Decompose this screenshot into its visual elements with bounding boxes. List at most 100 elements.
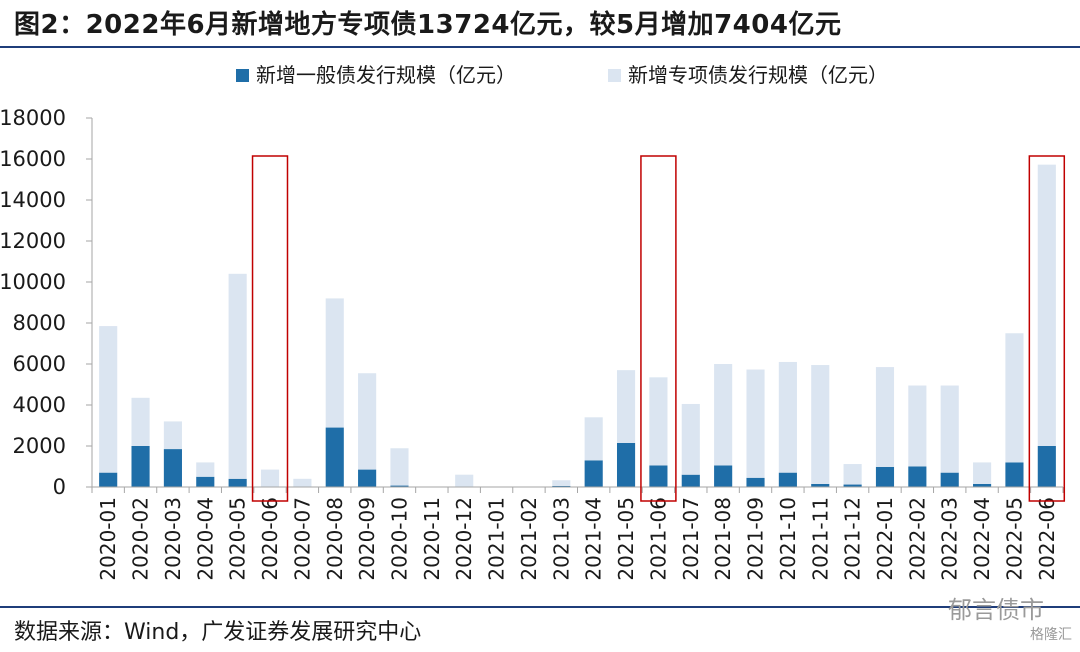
- bar-special-2021-08: [714, 364, 733, 466]
- y-tick-label: 0: [53, 475, 66, 499]
- bar-special-2020-02: [131, 397, 150, 446]
- highlight-box-2021-06: [640, 155, 677, 502]
- bar-special-2022-06: [1037, 164, 1056, 446]
- bar-special-2020-10: [390, 448, 409, 486]
- bar-special-2021-09: [746, 369, 765, 478]
- x-tick-label: 2020-04: [193, 497, 217, 581]
- bar-general-2020-10: [390, 485, 409, 487]
- y-tick-label: 18000: [0, 106, 66, 130]
- x-axis: 2020-01 2020-02 2020-03 2020-04 2020-05 2020-…: [91, 486, 1064, 581]
- source-note: 数据来源：Wind，广发证券发展研究中心: [14, 620, 422, 645]
- bar-general-2020-01: [99, 472, 118, 487]
- x-tick-label: 2022-04: [970, 497, 994, 581]
- y-tick-label: 6000: [13, 352, 66, 376]
- x-tick-label: 2021-10: [776, 497, 800, 581]
- bar-general-2021-04: [584, 460, 603, 487]
- x-tick-label: 2022-01: [873, 497, 897, 581]
- bar-special-2021-06: [649, 377, 668, 466]
- x-tick-label: 2020-12: [452, 497, 476, 581]
- bar-general-2021-11: [811, 483, 830, 487]
- bar-general-2021-03: [552, 485, 571, 487]
- x-tick-label: 2020-01: [96, 497, 120, 581]
- bar-general-2021-10: [778, 472, 797, 487]
- bar-general-2022-06: [1037, 446, 1056, 487]
- bar-special-2020-04: [196, 462, 215, 477]
- bar-general-2020-09: [358, 469, 377, 487]
- x-tick-label: 2021-04: [582, 497, 606, 581]
- x-tick-label: 2020-06: [258, 497, 282, 581]
- y-tick-label: 2000: [13, 434, 66, 458]
- x-tick-label: 2021-12: [841, 497, 865, 581]
- highlight-box-2020-06: [251, 155, 289, 502]
- y-tick-label: 12000: [0, 229, 66, 253]
- x-tick-label: 2021-09: [744, 497, 768, 581]
- highlight-boxes: [251, 155, 1066, 502]
- bar-general-2020-08: [325, 427, 344, 487]
- x-tick-label: 2021-07: [679, 497, 703, 581]
- bar-special-2020-08: [325, 298, 344, 428]
- bar-general-2021-06: [649, 465, 668, 487]
- title-rule: [0, 46, 1080, 48]
- legend-label-1: 新增一般债发行规模（亿元）: [256, 63, 516, 87]
- bar-general-2022-01: [875, 466, 895, 487]
- bar-general-2020-05: [228, 478, 247, 487]
- bar-special-2020-01: [99, 326, 118, 473]
- x-tick-label: 2020-07: [290, 497, 314, 581]
- x-tick-label: 2021-06: [646, 497, 670, 581]
- y-tick-label: 16000: [0, 147, 66, 171]
- bar-general-2021-07: [681, 474, 700, 487]
- x-tick-label: 2021-05: [614, 497, 638, 581]
- bar-general-2020-04: [196, 476, 215, 487]
- x-tick-label: 2021-02: [517, 497, 541, 581]
- bar-special-2021-04: [584, 417, 603, 461]
- x-tick-label: 2020-02: [129, 497, 153, 581]
- bar-special-2022-02: [908, 385, 927, 467]
- bar-general-2020-02: [131, 446, 150, 487]
- y-axis: 0 2000 4000 6000 8000 10000 12000 14000 16000 180…: [0, 106, 93, 499]
- bar-special-2021-12: [843, 464, 862, 485]
- x-tick-label: 2020-09: [355, 497, 379, 581]
- bar-special-2020-12: [455, 474, 474, 487]
- watermark-secondary: 格隆汇: [1030, 627, 1072, 643]
- x-tick-label: 2022-02: [905, 497, 929, 581]
- x-tick-label: 2020-11: [420, 497, 444, 581]
- legend-swatch-2: [608, 69, 621, 82]
- highlight-box-2022-06: [1028, 155, 1066, 502]
- x-tick-label: 2020-05: [226, 497, 250, 581]
- stacked-bar-chart: 新增一般债发行规模（亿元） 新增专项债发行规模（亿元） 0 2000 4000 6000…: [0, 63, 1066, 581]
- bar-special-2022-05: [1005, 333, 1024, 463]
- x-tick-label: 2021-11: [808, 497, 832, 581]
- bar-general-2022-03: [940, 472, 959, 487]
- bar-special-2020-06: [260, 469, 280, 487]
- bar-special-2020-03: [163, 421, 182, 450]
- bar-special-2022-03: [940, 385, 959, 473]
- x-tick-label: 2020-03: [161, 497, 185, 581]
- legend: 新增一般债发行规模（亿元） 新增专项债发行规模（亿元）: [236, 63, 888, 87]
- bar-general-2021-08: [714, 465, 733, 487]
- bar-special-2020-07: [293, 478, 312, 487]
- footer-rule: [0, 606, 1080, 608]
- bar-special-2020-09: [358, 373, 377, 470]
- bar-special-2021-05: [616, 370, 636, 443]
- x-tick-label: 2022-03: [938, 497, 962, 581]
- bar-special-2020-05: [228, 273, 247, 479]
- legend-swatch-1: [236, 69, 249, 82]
- x-tick-label: 2020-08: [323, 497, 347, 581]
- y-tick-label: 14000: [0, 188, 66, 212]
- y-tick-label: 10000: [0, 270, 66, 294]
- bar-special-2021-03: [552, 480, 571, 486]
- legend-label-2: 新增专项债发行规模（亿元）: [628, 63, 888, 87]
- bar-special-2021-07: [681, 403, 700, 475]
- x-tick-label: 2021-01: [485, 497, 509, 581]
- page-title: 图2：2022年6月新增地方专项债13724亿元，较5月增加7404亿元: [14, 10, 842, 40]
- y-tick-label: 8000: [13, 311, 66, 335]
- bar-general-2022-02: [908, 466, 927, 487]
- bar-special-2022-04: [973, 462, 992, 484]
- watermark: 郁言债市: [948, 596, 1044, 624]
- x-tick-label: 2021-08: [711, 497, 735, 581]
- bar-general-2022-05: [1005, 462, 1024, 487]
- bar-special-2021-10: [778, 361, 797, 473]
- x-tick-label: 2020-10: [387, 497, 411, 581]
- bar-general-2021-12: [843, 484, 862, 487]
- y-tick-label: 4000: [13, 393, 66, 417]
